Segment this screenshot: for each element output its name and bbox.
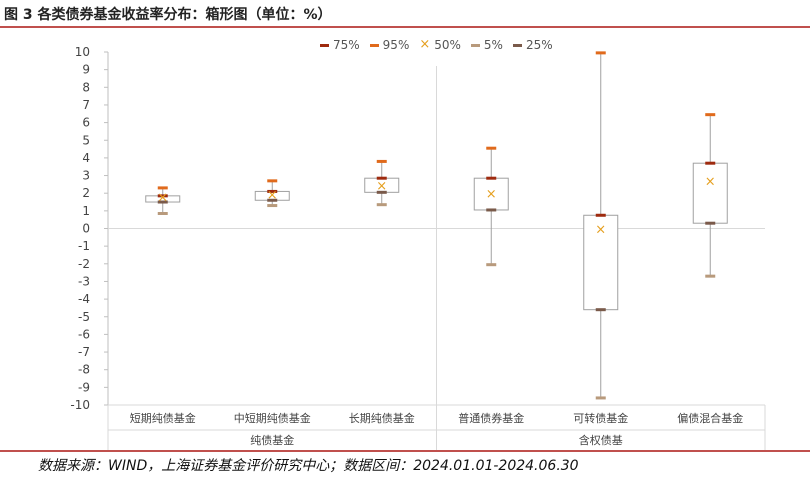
y-tick-label: 3 bbox=[82, 169, 90, 183]
y-tick-label: 9 bbox=[82, 63, 90, 77]
y-tick-label: -3 bbox=[78, 274, 90, 288]
y-tick-label: 2 bbox=[82, 186, 90, 200]
y-tick-label: -6 bbox=[78, 327, 90, 341]
p50-marker: × bbox=[157, 191, 168, 206]
y-tick-label: -4 bbox=[78, 292, 90, 306]
legend-item-75: 75% bbox=[320, 38, 360, 52]
chart-legend: 75% 95% × 50% 5% 25% bbox=[320, 38, 553, 52]
legend-item-25: 25% bbox=[512, 38, 553, 52]
category-label: 长期纯债基金 bbox=[349, 411, 415, 425]
group-label: 纯债基金 bbox=[250, 433, 294, 447]
category-label: 偏债混合基金 bbox=[677, 411, 743, 425]
legend-swatch-75 bbox=[320, 43, 329, 47]
iqr-box bbox=[473, 177, 509, 211]
legend-swatch-50: × bbox=[419, 37, 431, 52]
chart-title: 图 3 各类债券基金收益率分布：箱形图（单位：%） bbox=[4, 7, 332, 23]
legend-label-50: 50% bbox=[434, 38, 461, 52]
iqr-box bbox=[692, 162, 728, 224]
legend-label-95: 95% bbox=[382, 38, 410, 52]
p50-marker: × bbox=[376, 179, 387, 194]
data-source-note: 数据来源：WIND，上海证券基金评价研究中心；数据区间：2024.01.01-2… bbox=[38, 458, 579, 474]
y-tick-label: -9 bbox=[78, 380, 90, 394]
iqr-box bbox=[583, 214, 619, 311]
y-tick-label: 1 bbox=[82, 204, 90, 218]
y-tick-label: -1 bbox=[78, 239, 90, 253]
legend-label-25: 25% bbox=[525, 38, 553, 52]
y-tick-label: -8 bbox=[78, 363, 90, 377]
y-tick-label: -5 bbox=[78, 310, 90, 324]
bottom-divider bbox=[0, 450, 810, 452]
y-tick-label: 6 bbox=[82, 116, 90, 130]
legend-item-50: × 50% bbox=[419, 38, 461, 52]
group-label: 含权债基 bbox=[579, 433, 623, 447]
y-tick-label: 7 bbox=[82, 98, 90, 112]
legend-swatch-95 bbox=[369, 43, 379, 47]
y-tick-label: 4 bbox=[82, 151, 90, 165]
top-divider bbox=[0, 26, 810, 28]
legend-item-95: 95% bbox=[369, 38, 410, 52]
p50-marker: × bbox=[267, 188, 278, 203]
legend-swatch-25 bbox=[512, 43, 522, 47]
legend-item-5: 5% bbox=[470, 38, 503, 52]
category-label: 短期纯债基金 bbox=[130, 411, 196, 425]
p50-marker: × bbox=[486, 187, 497, 202]
y-tick-label: -7 bbox=[78, 345, 90, 359]
y-tick-label: 8 bbox=[82, 80, 90, 94]
category-label: 普通债券基金 bbox=[458, 411, 524, 425]
p50-marker: × bbox=[595, 222, 606, 237]
p50-marker: × bbox=[705, 175, 716, 190]
y-tick-label: -2 bbox=[78, 257, 90, 271]
y-tick-label: 0 bbox=[82, 222, 90, 236]
y-tick-label: -10 bbox=[70, 398, 90, 412]
legend-swatch-5 bbox=[470, 43, 480, 47]
legend-label-75: 75% bbox=[333, 38, 360, 52]
y-tick-label: 10 bbox=[75, 45, 90, 59]
category-label: 中短期纯债基金 bbox=[234, 411, 311, 425]
category-label: 可转债基金 bbox=[573, 411, 628, 425]
y-tick-label: 5 bbox=[82, 133, 90, 147]
box-plot-chart: 109876543210-1-2-3-4-5-6-7-8-9-10短期纯债基金中… bbox=[70, 45, 766, 450]
legend-label-5: 5% bbox=[483, 38, 503, 52]
